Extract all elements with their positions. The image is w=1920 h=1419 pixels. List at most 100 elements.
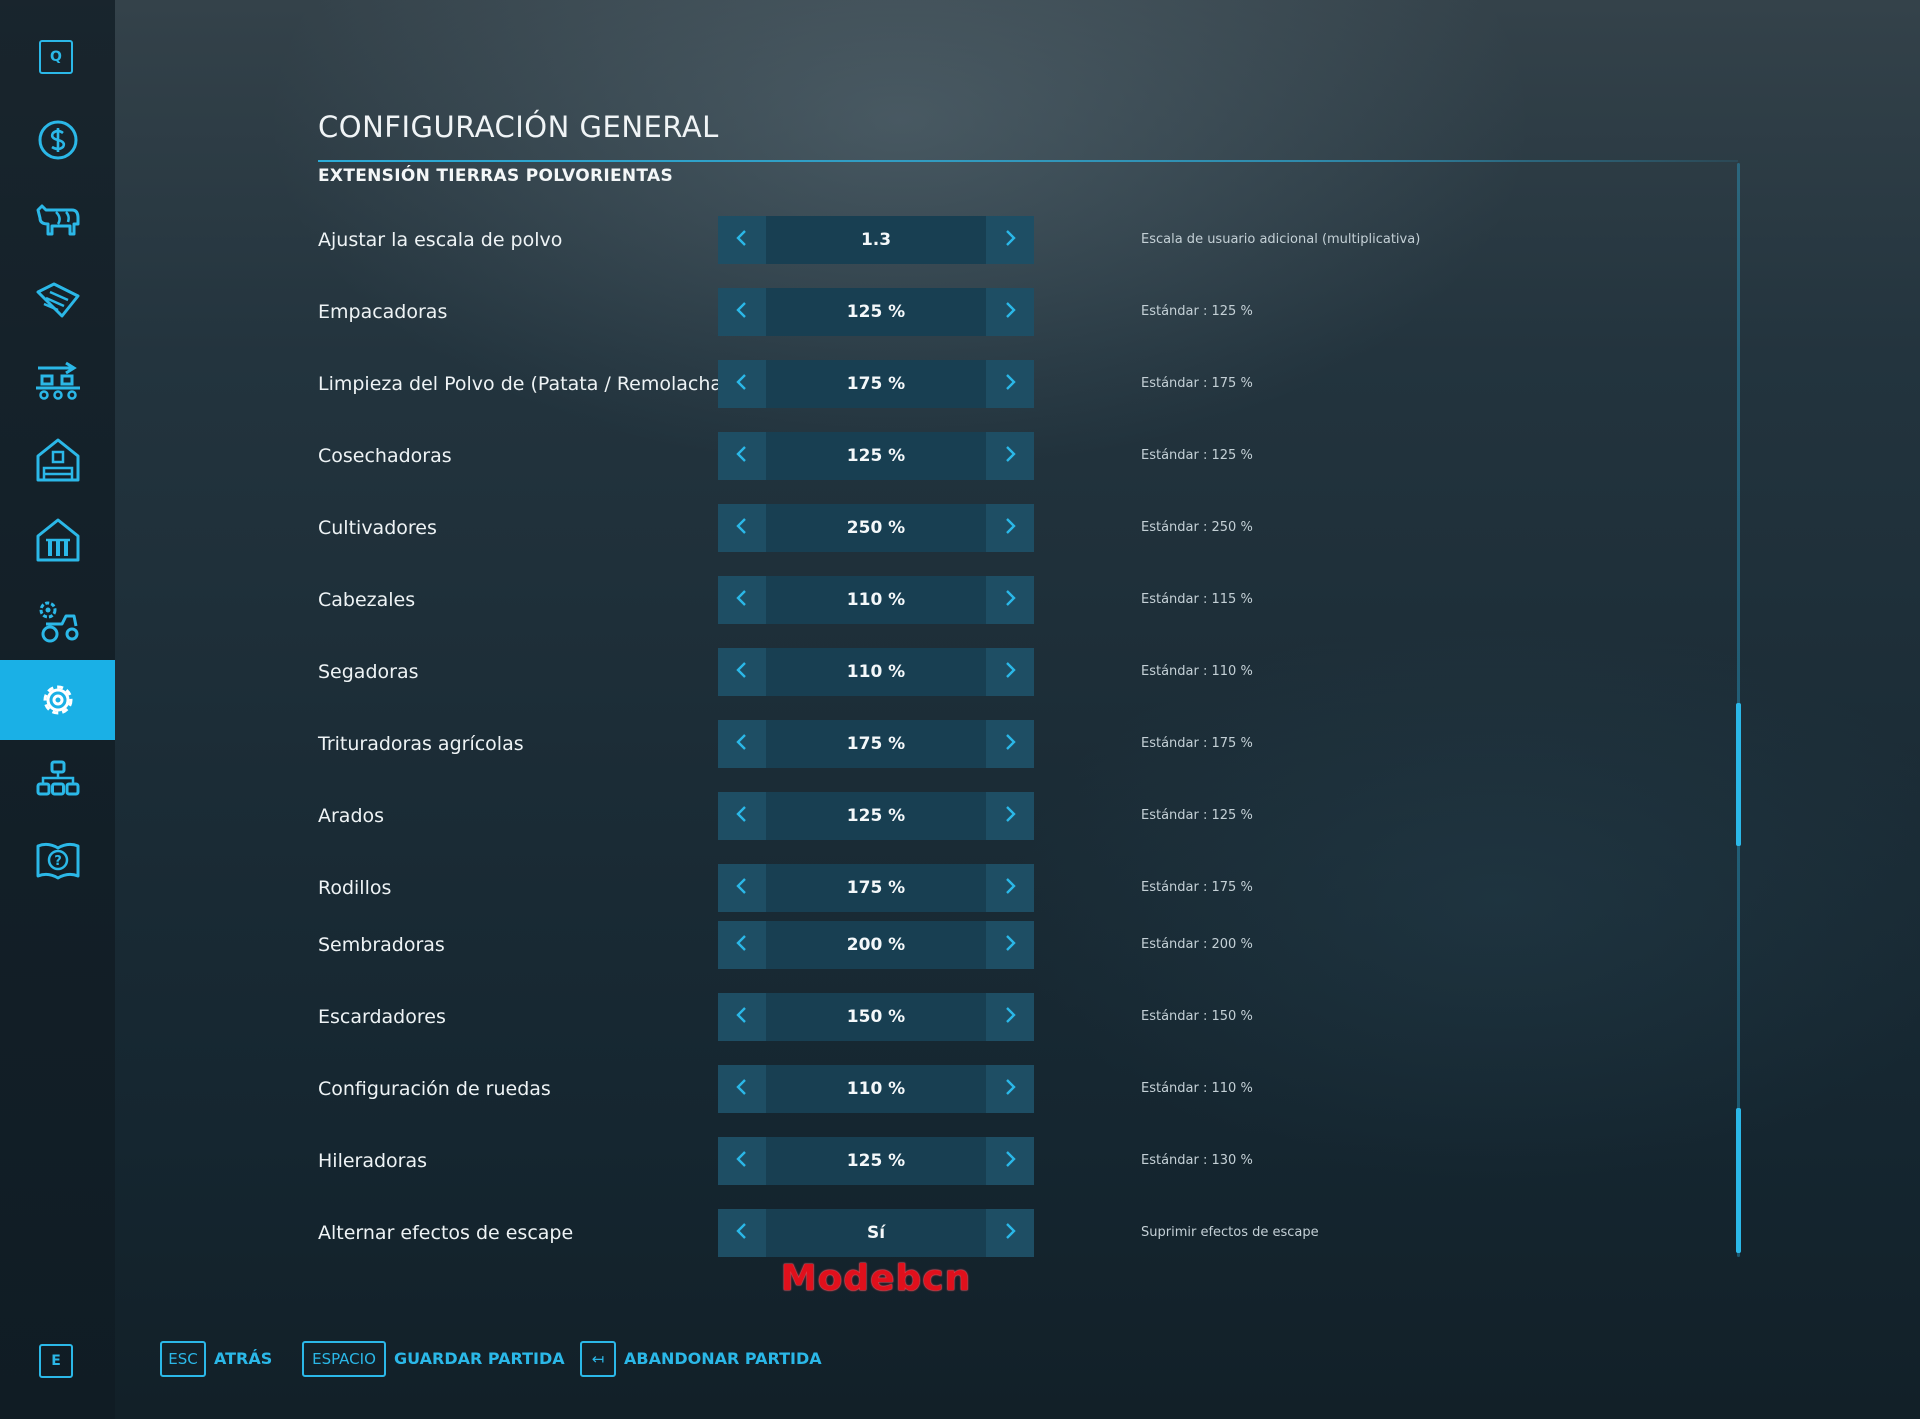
increase-button[interactable] [986, 720, 1034, 768]
nav-animal-barn[interactable] [0, 500, 115, 580]
setting-description: Estándar : 175 % [1141, 376, 1253, 391]
setting-row: Alternar efectos de escape Sí Suprimir efe… [318, 1209, 1618, 1257]
nav-finances[interactable] [0, 100, 115, 180]
decrease-button[interactable] [718, 648, 766, 696]
setting-row: Configuración de ruedas 110 % Estándar : 1… [318, 1065, 1618, 1113]
nav-settings[interactable] [0, 660, 115, 740]
chevron-left-icon [733, 517, 751, 539]
chevron-right-icon [1001, 445, 1019, 467]
e-key-hint[interactable]: E [39, 1344, 73, 1378]
setting-description: Estándar : 110 % [1141, 1081, 1253, 1096]
svg-text:?: ? [54, 854, 62, 869]
gear-icon [43, 685, 72, 715]
increase-button[interactable] [986, 1137, 1034, 1185]
increase-button[interactable] [986, 792, 1034, 840]
chevron-left-icon [733, 1078, 751, 1100]
quit-game-button[interactable]: ABANDONAR PARTIDA [624, 1349, 822, 1368]
q-key-hint[interactable]: Q [39, 40, 73, 74]
setting-value: 125 % [766, 288, 986, 336]
setting-value: 110 % [766, 648, 986, 696]
decrease-button[interactable] [718, 288, 766, 336]
setting-description: Estándar : 125 % [1141, 304, 1253, 319]
nav-help[interactable]: ? [0, 820, 115, 900]
chevron-left-icon [733, 934, 751, 956]
save-game-button[interactable]: GUARDAR PARTIDA [394, 1349, 565, 1368]
setting-label: Trituradoras agrícolas [318, 733, 524, 755]
chevron-right-icon [1001, 1150, 1019, 1172]
setting-value: 200 % [766, 921, 986, 969]
scrollbar[interactable] [1736, 163, 1741, 1257]
decrease-button[interactable] [718, 993, 766, 1041]
decrease-button[interactable] [718, 792, 766, 840]
chevron-left-icon [733, 589, 751, 611]
cow-icon [36, 204, 79, 236]
setting-value: 110 % [766, 576, 986, 624]
increase-button[interactable] [986, 648, 1034, 696]
setting-description: Estándar : 110 % [1141, 664, 1253, 679]
space-key-hint[interactable]: ESPACIO [302, 1341, 386, 1377]
scrollbar-thumb[interactable] [1736, 703, 1741, 846]
setting-row: Trituradoras agrícolas 175 % Estándar : 17… [318, 720, 1618, 768]
back-button[interactable]: ATRÁS [214, 1349, 273, 1368]
chevron-right-icon [1001, 877, 1019, 899]
setting-value: 1.3 [766, 216, 986, 264]
decrease-button[interactable] [718, 576, 766, 624]
quit-key-hint[interactable]: ↤ [580, 1341, 616, 1377]
decrease-button[interactable] [718, 720, 766, 768]
setting-value: 125 % [766, 1137, 986, 1185]
decrease-button[interactable] [718, 1209, 766, 1257]
setting-row: Empacadoras 125 % Estándar : 125 % [318, 288, 1618, 336]
nav-contracts[interactable] [0, 260, 115, 340]
increase-button[interactable] [986, 1065, 1034, 1113]
decrease-button[interactable] [718, 864, 766, 912]
nav-hierarchy[interactable] [0, 740, 115, 820]
chevron-left-icon [733, 733, 751, 755]
setting-description: Estándar : 200 % [1141, 937, 1253, 952]
scrollbar-thumb-lower[interactable] [1736, 1108, 1741, 1253]
increase-button[interactable] [986, 921, 1034, 969]
increase-button[interactable] [986, 432, 1034, 480]
setting-description: Escala de usuario adicional (multiplicat… [1141, 232, 1421, 247]
nav-farmhouse[interactable] [0, 420, 115, 500]
setting-label: Cosechadoras [318, 445, 452, 467]
setting-description: Estándar : 150 % [1141, 1009, 1253, 1024]
chevron-right-icon [1001, 1078, 1019, 1100]
setting-label: Empacadoras [318, 301, 448, 323]
increase-button[interactable] [986, 864, 1034, 912]
nav-vehicles[interactable] [0, 580, 115, 660]
chevron-right-icon [1001, 373, 1019, 395]
help-book-icon: ? [36, 842, 79, 880]
setting-description: Estándar : 125 % [1141, 448, 1253, 463]
increase-button[interactable] [986, 288, 1034, 336]
setting-value: 150 % [766, 993, 986, 1041]
chevron-left-icon [733, 229, 751, 251]
setting-label: Escardadores [318, 1006, 446, 1028]
hierarchy-icon [36, 760, 79, 796]
chevron-right-icon [1001, 589, 1019, 611]
production-icon [35, 361, 80, 400]
increase-button[interactable] [986, 576, 1034, 624]
chevron-right-icon [1001, 1006, 1019, 1028]
increase-button[interactable] [986, 360, 1034, 408]
increase-button[interactable] [986, 1209, 1034, 1257]
setting-label: Rodillos [318, 877, 392, 899]
decrease-button[interactable] [718, 921, 766, 969]
decrease-button[interactable] [718, 432, 766, 480]
setting-label: Cabezales [318, 589, 416, 611]
chevron-left-icon [733, 301, 751, 323]
setting-label: Limpieza del Polvo de (Patata / Remolach… [318, 373, 730, 395]
decrease-button[interactable] [718, 1065, 766, 1113]
increase-button[interactable] [986, 993, 1034, 1041]
increase-button[interactable] [986, 216, 1034, 264]
decrease-button[interactable] [718, 1137, 766, 1185]
decrease-button[interactable] [718, 360, 766, 408]
increase-button[interactable] [986, 504, 1034, 552]
setting-description: Estándar : 125 % [1141, 808, 1253, 823]
decrease-button[interactable] [718, 216, 766, 264]
esc-key-hint[interactable]: ESC [160, 1341, 206, 1377]
nav-animals[interactable] [0, 180, 115, 260]
nav-production[interactable] [0, 340, 115, 420]
setting-value: Sí [766, 1209, 986, 1257]
decrease-button[interactable] [718, 504, 766, 552]
setting-label: Cultivadores [318, 517, 437, 539]
